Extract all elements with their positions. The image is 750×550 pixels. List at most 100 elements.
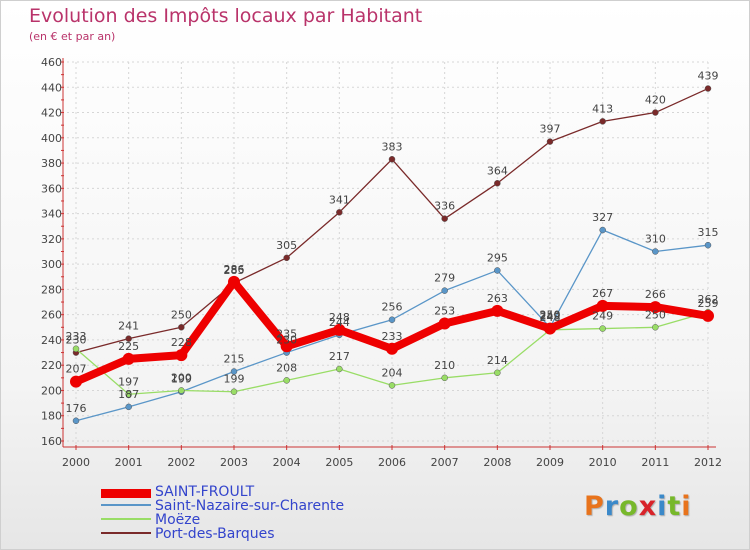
legend-label: Moëze xyxy=(155,512,201,528)
x-tick-label: 2004 xyxy=(273,456,301,469)
data-point-moeze xyxy=(178,387,185,394)
data-label-saint-froult: 253 xyxy=(434,305,455,318)
legend-swatch xyxy=(101,518,151,520)
data-label-port-des-barques: 285 xyxy=(224,264,245,277)
data-label-saint-nazaire-sur-charente: 327 xyxy=(592,211,613,224)
data-point-saint-nazaire-sur-charente xyxy=(72,417,80,425)
x-tick-label: 2009 xyxy=(536,456,564,469)
y-tick-label: 280 xyxy=(41,283,62,296)
x-tick-label: 2010 xyxy=(589,456,617,469)
data-label-saint-froult: 235 xyxy=(276,327,297,340)
y-tick-label: 360 xyxy=(41,182,62,195)
data-label-saint-froult: 267 xyxy=(592,287,613,300)
data-label-port-des-barques: 364 xyxy=(487,164,508,177)
data-point-moeze xyxy=(230,388,238,395)
data-point-port-des-barques xyxy=(652,109,659,116)
data-point-saint-froult xyxy=(438,317,451,330)
data-point-saint-nazaire-sur-charente xyxy=(599,226,606,234)
x-tick-label: 2001 xyxy=(115,456,143,469)
data-label-saint-nazaire-sur-charente: 187 xyxy=(118,388,139,401)
data-label-port-des-barques: 439 xyxy=(698,70,719,83)
data-point-port-des-barques xyxy=(546,138,554,145)
data-label-port-des-barques: 230 xyxy=(66,334,87,347)
axes: 160 180 200 220 240 260 280 300 320 340 360 380 400 4… xyxy=(41,56,722,469)
data-label-moeze: 210 xyxy=(434,359,455,372)
x-tick-label: 2007 xyxy=(431,456,459,469)
data-label-moeze: 233 xyxy=(66,330,87,343)
data-point-moeze xyxy=(599,325,606,332)
data-point-port-des-barques xyxy=(283,254,290,262)
y-tick-label: 220 xyxy=(41,359,62,372)
data-label-saint-nazaire-sur-charente: 199 xyxy=(171,373,192,386)
data-label-moeze: 214 xyxy=(487,354,508,367)
data-label-moeze: 250 xyxy=(645,308,666,321)
y-tick-label: 420 xyxy=(41,107,62,120)
data-point-port-des-barques xyxy=(599,118,606,125)
legend-swatch xyxy=(101,532,151,534)
data-label-saint-nazaire-sur-charente: 250 xyxy=(540,308,561,321)
x-tick-label: 2008 xyxy=(483,456,511,469)
data-label-saint-froult: 233 xyxy=(382,330,403,343)
data-label-port-des-barques: 420 xyxy=(645,94,666,107)
data-label-saint-nazaire-sur-charente: 215 xyxy=(224,353,245,366)
logo-letter: i xyxy=(657,491,668,522)
x-tick-label: 2011 xyxy=(641,456,669,469)
data-point-moeze xyxy=(441,374,448,382)
data-point-moeze xyxy=(652,324,659,331)
legend-item-saint-froult: SAINT-FROULT xyxy=(101,484,421,500)
data-point-saint-froult xyxy=(386,342,398,355)
data-point-saint-froult xyxy=(596,299,609,312)
data-label-saint-nazaire-sur-charente: 256 xyxy=(382,301,403,314)
data-point-moeze xyxy=(336,365,343,373)
legend-swatch xyxy=(101,504,151,506)
data-label-saint-froult: 259 xyxy=(698,297,719,310)
data-label-saint-nazaire-sur-charente: 230 xyxy=(276,334,297,347)
data-label-saint-froult: 207 xyxy=(66,363,87,376)
data-point-saint-froult xyxy=(702,309,714,322)
data-label-moeze: 249 xyxy=(592,310,613,323)
data-point-saint-froult xyxy=(280,340,293,353)
data-label-saint-nazaire-sur-charente: 295 xyxy=(487,251,508,264)
y-tick-label: 300 xyxy=(41,258,62,271)
data-label-port-des-barques: 413 xyxy=(592,102,613,115)
y-tick-label: 440 xyxy=(41,81,62,94)
data-label-saint-froult: 263 xyxy=(487,292,508,305)
data-point-saint-froult xyxy=(544,322,556,335)
y-tick-label: 380 xyxy=(41,157,62,170)
y-tick-label: 240 xyxy=(41,334,62,347)
x-tick-label: 2000 xyxy=(62,456,90,469)
legend: SAINT-FROULT Saint-Nazaire-sur-Charente … xyxy=(101,484,421,542)
x-tick-label: 2012 xyxy=(694,456,722,469)
data-label-saint-froult: 228 xyxy=(171,336,192,349)
data-point-saint-nazaire-sur-charente xyxy=(388,316,396,323)
logo-letter: P xyxy=(584,491,605,522)
legend-item-saint-nazaire: Saint-Nazaire-sur-Charente xyxy=(101,498,421,514)
data-point-port-des-barques xyxy=(388,156,396,163)
data-label-moeze: 199 xyxy=(224,373,245,386)
data-label-port-des-barques: 383 xyxy=(382,140,403,153)
data-point-moeze xyxy=(125,391,132,398)
data-label-moeze: 200 xyxy=(171,371,192,384)
data-point-port-des-barques xyxy=(704,85,712,92)
legend-label: SAINT-FROULT xyxy=(155,484,255,500)
y-tick-label: 340 xyxy=(41,208,62,221)
data-label-port-des-barques: 241 xyxy=(118,320,139,333)
proxiti-logo: Proxiti xyxy=(584,491,692,522)
data-label-port-des-barques: 336 xyxy=(434,200,455,213)
logo-letter: o xyxy=(619,491,639,522)
data-point-port-des-barques xyxy=(494,180,501,187)
data-label-port-des-barques: 397 xyxy=(540,123,561,136)
legend-item-moeze: Moëze xyxy=(101,512,421,528)
data-label-saint-nazaire-sur-charente: 310 xyxy=(645,233,666,246)
legend-label: Saint-Nazaire-sur-Charente xyxy=(155,498,345,514)
data-point-saint-froult xyxy=(333,323,346,336)
series-lines xyxy=(70,85,714,425)
logo-letter: x xyxy=(638,491,658,522)
data-point-saint-nazaire-sur-charente xyxy=(125,403,132,411)
chart-title: Evolution des Impôts locaux par Habitant xyxy=(29,5,423,27)
y-tick-label: 400 xyxy=(41,132,62,145)
data-point-port-des-barques xyxy=(178,324,185,331)
y-tick-label: 200 xyxy=(41,384,62,397)
data-label-moeze: 248 xyxy=(540,311,561,324)
